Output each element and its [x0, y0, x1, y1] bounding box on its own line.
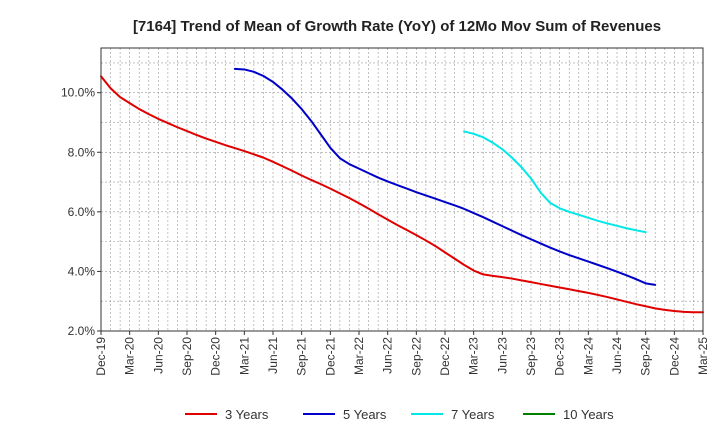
legend-label: 10 Years: [563, 407, 614, 422]
x-tick-label: Sep-23: [524, 337, 538, 376]
x-tick-label: Mar-23: [467, 337, 481, 375]
x-tick-label: Dec-21: [323, 337, 337, 376]
x-tick-label: Dec-20: [209, 337, 223, 376]
y-tick-label: 10.0%: [61, 86, 95, 100]
x-tick-label: Jun-20: [151, 337, 165, 374]
x-tick-label: Jun-23: [495, 337, 509, 374]
x-tick-label: Mar-25: [696, 337, 710, 375]
x-tick-label: Sep-21: [295, 337, 309, 376]
x-tick-label: Sep-22: [409, 337, 423, 376]
plot-frame: [100, 47, 704, 332]
legend-label: 3 Years: [225, 407, 269, 422]
x-tick-label: Jun-21: [266, 337, 280, 374]
legend-label: 7 Years: [451, 407, 495, 422]
y-tick-label: 8.0%: [68, 145, 96, 159]
series-line-5-years: [233, 67, 657, 286]
legend-label: 5 Years: [343, 407, 387, 422]
y-tick-label: 4.0%: [68, 264, 96, 278]
x-tick-label: Jun-22: [381, 337, 395, 374]
x-tick-label: Mar-20: [123, 337, 137, 375]
series-line-3-years: [100, 75, 704, 314]
chart-title: [7164] Trend of Mean of Growth Rate (YoY…: [133, 18, 661, 35]
x-tick-label: Jun-24: [610, 337, 624, 374]
series-layer: [100, 67, 704, 314]
x-tick-label: Mar-24: [581, 337, 595, 375]
y-tick-label: 6.0%: [68, 205, 96, 219]
x-tick-label: Sep-20: [180, 337, 194, 376]
x-tick-label: Dec-19: [94, 337, 108, 376]
x-tick-label: Dec-22: [438, 337, 452, 376]
x-tick-label: Sep-24: [639, 337, 653, 376]
x-tick-label: Mar-21: [237, 337, 251, 375]
x-tick-label: Mar-22: [352, 337, 366, 375]
legend: 3 Years 5 Years 7 Years 10 Years: [185, 407, 614, 422]
x-tick-label: Dec-23: [553, 337, 567, 376]
series-line-7-years: [463, 130, 647, 234]
x-tick-label: Dec-24: [667, 337, 681, 376]
axis-layer: 2.0% 4.0% 6.0% 8.0% 10.0% Dec-19 Mar-20 Jun-20 S…: [61, 86, 710, 376]
y-tick-label: 2.0%: [68, 324, 96, 338]
